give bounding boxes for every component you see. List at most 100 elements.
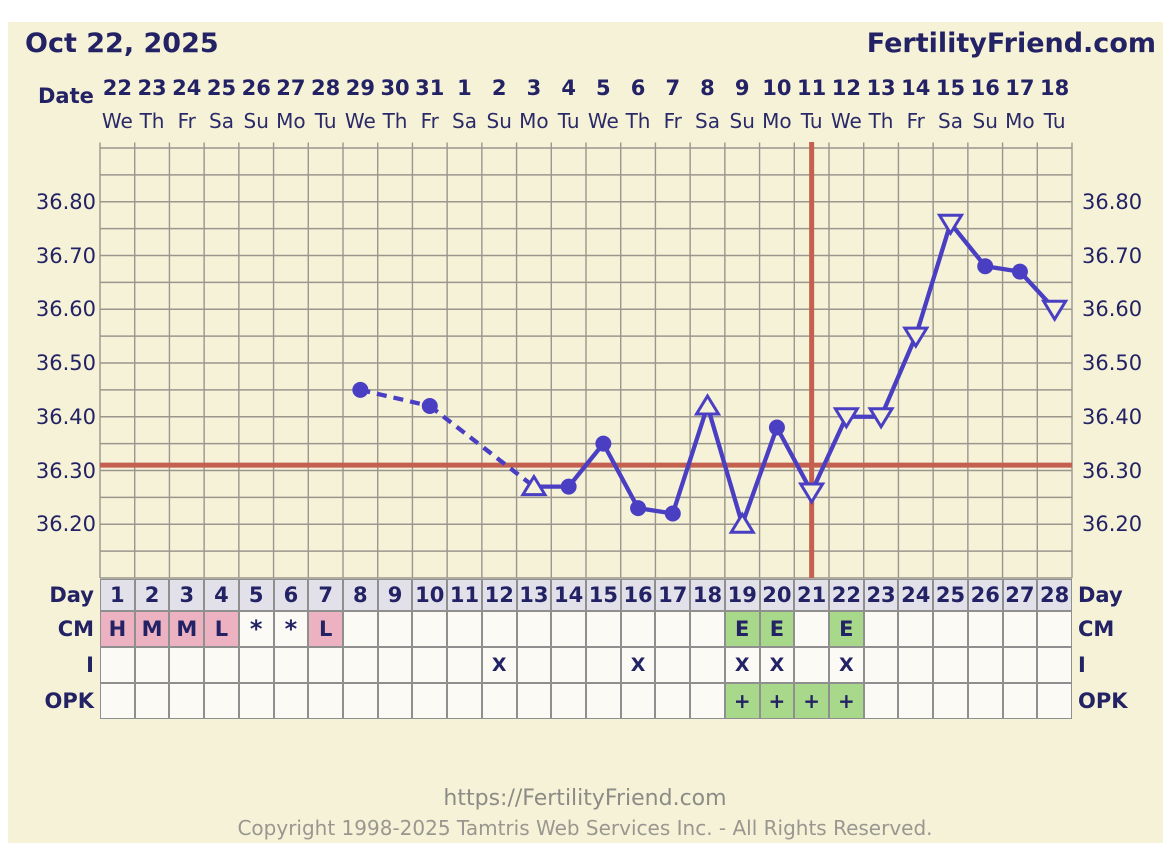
table-cell-i-day-21	[794, 647, 829, 683]
weekday-label: Sa	[452, 109, 477, 133]
table-cell-cm-day-7: L	[308, 611, 343, 647]
table-cell-i-day-12: X	[481, 647, 517, 683]
y-tick-label-right: 36.70	[1082, 243, 1143, 268]
y-tick-label-right: 36.60	[1082, 297, 1143, 322]
temp-marker-triangle-up-day-18	[693, 393, 722, 416]
temp-segment	[809, 414, 849, 495]
table-cell-day-day-10: 10	[412, 579, 448, 611]
weekday-label: We	[101, 109, 133, 133]
table-cell-cm-day-6: *	[273, 611, 309, 647]
table-cell-opk-day-23	[863, 683, 899, 719]
table-cell-opk-day-14	[551, 683, 586, 719]
weekday-label: Th	[868, 109, 894, 133]
table-cell-i-day-9	[377, 647, 413, 683]
table-cell-i-day-18	[690, 647, 725, 683]
table-cell-opk-day-18	[690, 683, 725, 719]
table-cell-day-day-26: 26	[967, 579, 1003, 611]
y-tick-label-left: 36.30	[35, 458, 96, 483]
weekday-label: Th	[139, 109, 165, 133]
table-cell-opk-day-3	[169, 683, 205, 719]
weekday-label: Tu	[557, 109, 580, 133]
table-cell-i-day-20: X	[759, 647, 795, 683]
weekday-label: Tu	[800, 109, 823, 133]
table-cell-cm-day-10	[412, 611, 448, 647]
weekday-label: We	[344, 109, 376, 133]
table-cell-opk-day-7	[308, 683, 343, 719]
table-cell-day-day-2: 2	[134, 579, 170, 611]
temp-marker-circle-day-16	[630, 500, 647, 517]
table-cell-day-day-20: 20	[759, 579, 795, 611]
weekday-label: Tu	[314, 109, 337, 133]
temp-segment	[774, 425, 814, 495]
table-cell-cm-day-15	[586, 611, 621, 647]
weekday-label: We	[587, 109, 619, 133]
table-cell-opk-day-8	[343, 683, 378, 719]
table-cell-i-day-5	[238, 647, 274, 683]
date-label: 29	[345, 76, 375, 100]
table-row-label-opk-left: OPK	[44, 689, 94, 713]
weekday-label: Th	[382, 109, 408, 133]
brand-logo-text[interactable]: FertilityFriend.com	[866, 28, 1156, 59]
weekday-label: Su	[243, 109, 269, 133]
temp-segment	[705, 403, 745, 527]
table-cell-day-day-14: 14	[551, 579, 586, 611]
temp-segment-dashed	[428, 404, 536, 489]
date-label: 13	[866, 76, 896, 100]
footer-url[interactable]: https://FertilityFriend.com	[443, 786, 727, 811]
temp-segment	[740, 425, 780, 527]
date-label: 11	[797, 76, 827, 100]
date-label: 4	[561, 76, 576, 100]
date-label: 22	[102, 76, 132, 100]
table-cell-opk-day-27	[1002, 683, 1038, 719]
temp-marker-triangle-down-day-28	[1040, 299, 1069, 323]
y-tick-label-right: 36.80	[1082, 189, 1143, 214]
table-cell-opk-day-10	[412, 683, 448, 719]
date-label: 9	[734, 76, 750, 100]
table-cell-day-day-11: 11	[447, 579, 482, 611]
table-cell-opk-day-20: +	[759, 683, 795, 719]
table-cell-cm-day-24	[898, 611, 934, 647]
table-cell-cm-day-25	[933, 611, 968, 647]
y-tick-label-left: 36.70	[35, 243, 96, 268]
date-label: 10	[762, 76, 792, 100]
temp-marker-triangle-up-day-13	[520, 473, 548, 497]
table-cell-i-day-23	[863, 647, 899, 683]
table-cell-opk-day-24	[898, 683, 934, 719]
weekday-label: Mo	[519, 109, 549, 133]
weekday-label: Su	[486, 109, 512, 133]
table-cell-cm-day-26	[967, 611, 1003, 647]
table-cell-opk-day-21: +	[794, 683, 829, 719]
date-label: 16	[970, 76, 1000, 100]
date-label: 12	[831, 76, 861, 100]
date-label: 30	[380, 76, 410, 100]
table-cell-opk-day-5	[238, 683, 274, 719]
weekday-label: Su	[729, 109, 755, 133]
table-row-label-opk-right: OPK	[1078, 689, 1128, 713]
temp-segment	[948, 221, 988, 269]
temp-segment-dashed	[359, 387, 431, 409]
weekday-label: We	[830, 109, 862, 133]
table-cell-i-day-7	[308, 647, 343, 683]
table-cell-cm-day-2: M	[134, 611, 170, 647]
table-row-label-i-left: I	[86, 653, 94, 677]
table-cell-i-day-26	[967, 647, 1003, 683]
table-cell-day-day-23: 23	[863, 579, 899, 611]
temp-marker-triangle-down-day-23	[867, 407, 895, 430]
date-label: 7	[665, 76, 681, 100]
weekday-label: Sa	[695, 109, 720, 133]
table-cell-cm-day-17	[655, 611, 691, 647]
table-cell-day-day-27: 27	[1002, 579, 1038, 611]
temp-marker-circle-day-10	[421, 398, 438, 414]
temp-marker-triangle-down-day-25	[936, 213, 965, 237]
temp-marker-circle-day-27	[1011, 263, 1028, 280]
table-cell-opk-day-15	[586, 683, 621, 719]
date-label: 31	[415, 76, 445, 100]
table-cell-cm-day-16	[620, 611, 656, 647]
table-cell-opk-day-25	[933, 683, 968, 719]
table-cell-day-day-8: 8	[343, 579, 378, 611]
table-cell-i-day-19: X	[724, 647, 760, 683]
date-label: 2	[491, 76, 507, 100]
table-cell-i-day-11	[447, 647, 482, 683]
table-cell-opk-day-4	[204, 683, 239, 719]
y-tick-label-left: 36.50	[35, 351, 96, 375]
